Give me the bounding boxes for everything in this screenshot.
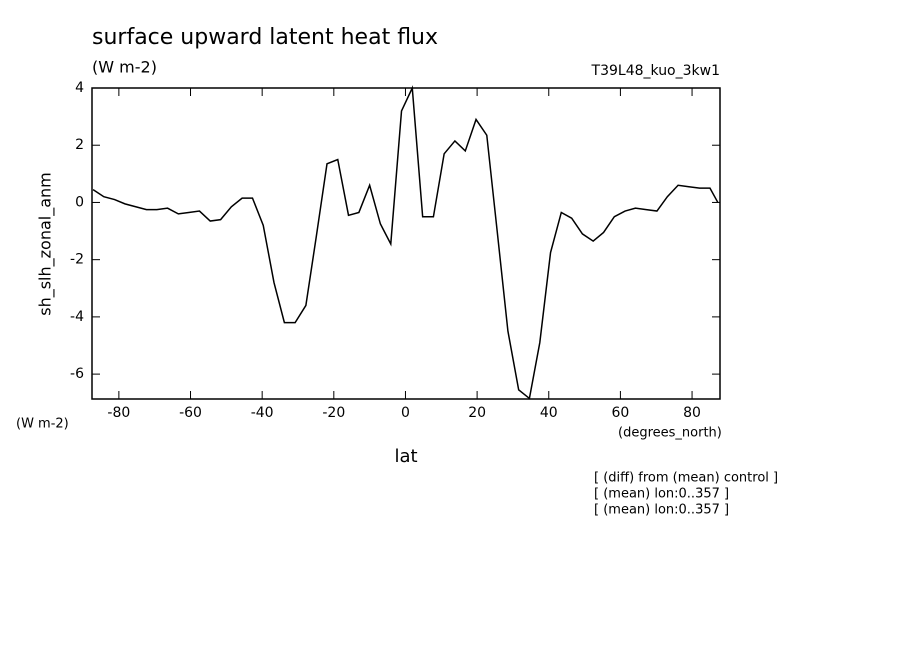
x-tick-label: 0: [401, 405, 410, 421]
x-tick-label: -40: [251, 405, 274, 421]
x-units: (degrees_north): [618, 426, 722, 441]
x-tick-label: 80: [683, 405, 701, 421]
y-tick-label: -4: [70, 309, 84, 325]
x-tick-label: 60: [611, 405, 629, 421]
run-label: T39L48_kuo_3kw1: [591, 63, 720, 79]
x-tick-label: 40: [540, 405, 558, 421]
y-tick-label: -6: [70, 366, 84, 382]
y-axis-label: sh_slh_zonal_anm: [36, 172, 56, 316]
chart-title: surface upward latent heat flux: [92, 25, 438, 50]
data-line: [92, 85, 719, 400]
x-tick-label: 20: [468, 405, 486, 421]
x-tick-label: -20: [322, 405, 345, 421]
y-tick-label: 4: [75, 80, 84, 96]
x-axis-label: lat: [394, 446, 417, 467]
units: (W m-2): [92, 58, 157, 77]
x-tick-label: -80: [107, 405, 130, 421]
plot-frame: [91, 87, 721, 400]
y-tick-label: -2: [70, 252, 84, 268]
x-tick-label: -60: [179, 405, 202, 421]
y-units: (W m-2): [16, 417, 69, 432]
note: [ (diff) from (mean) control ]: [594, 471, 778, 486]
y-tick-label: 2: [75, 137, 84, 153]
note: [ (mean) lon:0..357 ]: [594, 503, 729, 518]
y-tick-label: 0: [75, 194, 84, 210]
note: [ (mean) lon:0..357 ]: [594, 487, 729, 502]
